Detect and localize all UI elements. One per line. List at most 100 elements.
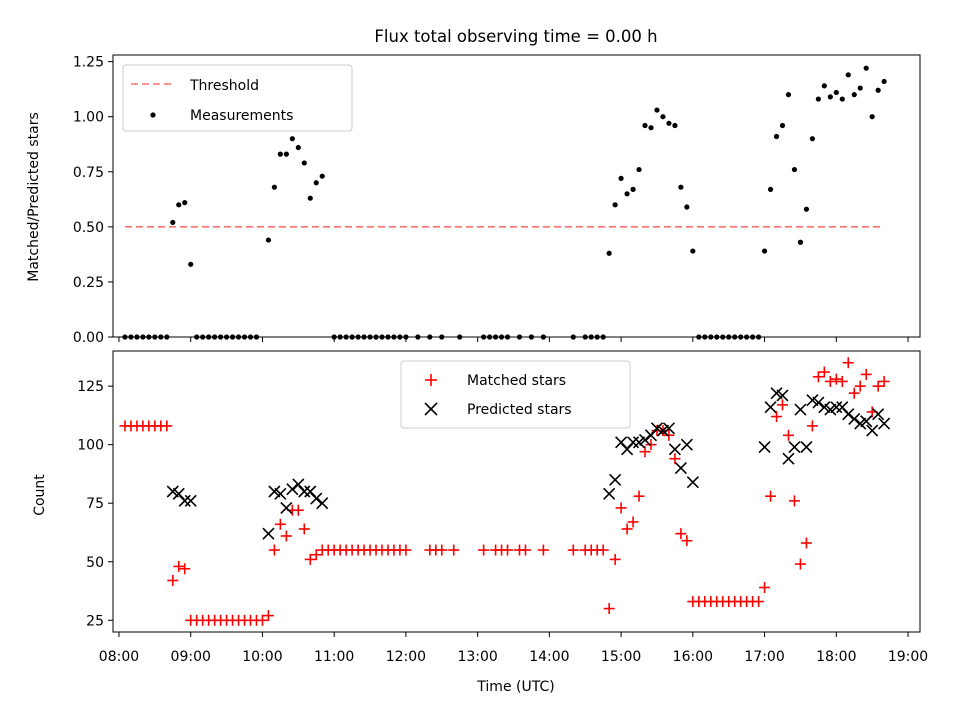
measurement-point xyxy=(869,114,875,120)
measurement-point xyxy=(761,248,768,254)
x-stroke xyxy=(812,396,825,409)
measurement-point xyxy=(767,186,774,192)
x-stroke xyxy=(310,492,323,505)
top-axes-frame xyxy=(112,54,921,338)
x-stroke xyxy=(788,440,801,454)
measurement-point xyxy=(170,219,176,226)
top-ylabel: Matched/Predicted stars xyxy=(26,112,42,282)
measurement-point xyxy=(881,78,887,85)
matched-star-point xyxy=(304,553,316,565)
bottom-xtick-label: 16:00 xyxy=(673,649,713,665)
predicted-legend-swatch xyxy=(424,402,438,416)
x-stroke xyxy=(184,494,197,507)
predicted-star-point xyxy=(274,487,287,500)
measurement-point xyxy=(684,204,690,210)
predicted-star-point xyxy=(310,492,323,505)
measurement-point xyxy=(773,133,780,140)
top-title: Flux total observing time = 0.00 h xyxy=(374,27,657,46)
matched-star-point xyxy=(681,535,693,547)
predicted-star-point xyxy=(298,485,311,498)
x-stroke xyxy=(776,389,789,402)
x-stroke xyxy=(268,485,281,498)
predicted-star-point xyxy=(788,440,801,454)
x-stroke xyxy=(842,408,855,421)
predicted-star-point xyxy=(316,497,329,510)
predicted-star-point xyxy=(603,487,616,500)
measurement-point xyxy=(636,166,642,173)
x-stroke xyxy=(806,394,819,407)
matched-star-point xyxy=(836,375,848,387)
matched-star-point xyxy=(567,544,579,556)
measurement-point xyxy=(809,136,816,142)
top-ytick-label: 0.75 xyxy=(73,165,104,181)
matched-star-point xyxy=(645,439,657,451)
matched-star-point xyxy=(854,380,866,392)
measurement-point xyxy=(182,200,188,206)
measurement-point xyxy=(648,125,654,131)
x-stroke xyxy=(764,401,777,414)
bottom-xtick-label: 18:00 xyxy=(816,649,856,665)
x-stroke xyxy=(304,485,317,498)
x-stroke xyxy=(650,422,664,435)
bottom-xtick-label: 19:00 xyxy=(888,649,928,665)
bottom-xtick-label: 08:00 xyxy=(99,649,139,665)
predicted-star-point xyxy=(286,483,299,496)
matched-star-point xyxy=(256,614,268,626)
measurement-point xyxy=(618,175,624,181)
top-ytick-label: 1.25 xyxy=(73,55,104,71)
x-stroke xyxy=(860,415,873,428)
x-stroke xyxy=(680,438,693,451)
measurement-point xyxy=(301,160,307,166)
x-stroke xyxy=(878,417,891,430)
top-ytick-label: 0.25 xyxy=(73,275,104,291)
bottom-xtick-label: 09:00 xyxy=(171,649,211,665)
measurement-point xyxy=(845,72,851,78)
bottom-panel: Count Time (UTC) 25 50 75 100 125 08:00 09:00 1… xyxy=(32,350,928,695)
predicted-star-point xyxy=(794,403,807,416)
predicted-star-point xyxy=(878,417,891,430)
bottom-legend: Matched stars Predicted stars xyxy=(400,360,631,429)
matched-star-point xyxy=(800,537,812,549)
bottom-ytick-label: 50 xyxy=(86,555,104,571)
predicted-star-point xyxy=(184,494,197,507)
matched-star-point xyxy=(777,399,789,411)
x-stroke xyxy=(770,387,783,400)
x-stroke xyxy=(609,473,622,486)
measurement-point xyxy=(277,151,283,157)
matched-star-point xyxy=(298,523,310,535)
matched-star-point xyxy=(627,516,639,528)
matched-star-point xyxy=(537,544,549,556)
bottom-ytick-label: 125 xyxy=(77,379,104,395)
top-legend-box xyxy=(122,64,353,132)
matched-star-point xyxy=(633,490,645,502)
matched-star-point xyxy=(448,544,460,556)
predicted-star-point xyxy=(758,440,771,454)
x-stroke xyxy=(662,422,675,435)
measurement-point xyxy=(821,83,827,89)
measurement-point xyxy=(863,65,869,71)
matched-star-point xyxy=(842,357,854,369)
matched-star-point xyxy=(878,375,890,387)
measurement-point xyxy=(642,122,648,129)
matched-star-point xyxy=(806,420,818,432)
matched-star-point xyxy=(173,560,185,572)
bottom-ytick-label: 100 xyxy=(77,438,104,454)
measurement-point xyxy=(624,191,630,197)
measurement-point xyxy=(295,144,301,151)
x-stroke xyxy=(274,487,287,500)
predicted-star-point xyxy=(872,408,885,421)
x-stroke xyxy=(286,483,299,496)
matched-star-point xyxy=(788,495,800,507)
x-stroke xyxy=(830,401,843,414)
predicted-star-point xyxy=(627,436,640,449)
measurement-point xyxy=(690,248,696,254)
matched-star-point xyxy=(502,544,514,556)
measurement-point xyxy=(654,107,660,113)
measurement-point xyxy=(672,122,678,129)
predicted-star-point xyxy=(674,462,687,475)
bottom-axes-frame xyxy=(112,350,921,633)
x-stroke xyxy=(674,462,687,475)
matched-star-point xyxy=(167,574,179,586)
matched-star-point xyxy=(830,373,842,385)
measurement-point xyxy=(307,195,313,201)
